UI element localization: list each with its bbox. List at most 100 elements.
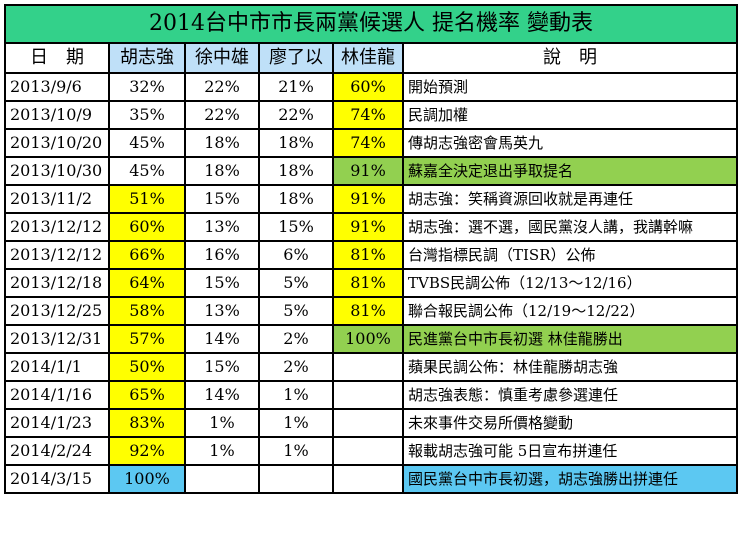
cell-note: 傳胡志強密會馬英九 — [401, 128, 739, 158]
cell-lin: 81% — [332, 268, 404, 298]
table-row: 2013/10/9 35% 22% 22% 74% 民調加權 — [4, 100, 739, 130]
cell-xu: 1% — [184, 436, 260, 466]
cell-liao: 18% — [258, 184, 334, 214]
cell-lin — [332, 464, 404, 494]
cell-hu: 57% — [108, 324, 186, 354]
cell-hu: 50% — [108, 352, 186, 382]
cell-xu: 16% — [184, 240, 260, 270]
cell-date: 2014/1/16 — [4, 380, 110, 410]
cell-note: 胡志強表態：慎重考慮參選連任 — [401, 380, 739, 410]
cell-date: 2014/3/15 — [4, 464, 110, 494]
cell-xu: 15% — [184, 352, 260, 382]
table-row: 2014/2/24 92% 1% 1% 報載胡志強可能 5日宣布拼連任 — [4, 436, 739, 466]
table-row: 2013/9/6 32% 22% 21% 60% 開始預測 — [4, 72, 739, 102]
cell-hu: 32% — [108, 72, 186, 102]
table-row: 2013/12/31 57% 14% 2% 100% 民進黨台中市長初選 林佳龍勝出 — [4, 324, 739, 354]
table-row: 2014/1/23 83% 1% 1% 未來事件交易所價格變動 — [4, 408, 739, 438]
cell-liao: 15% — [258, 212, 334, 242]
cell-note: 民調加權 — [401, 100, 739, 130]
cell-liao: 21% — [258, 72, 334, 102]
cell-date: 2013/12/18 — [4, 268, 110, 298]
cell-liao: 5% — [258, 268, 334, 298]
cell-hu: 64% — [108, 268, 186, 298]
cell-xu — [184, 464, 260, 494]
cell-date: 2013/10/20 — [4, 128, 110, 158]
header-hu: 胡志強 — [108, 42, 186, 74]
table-row: 2013/12/18 64% 15% 5% 81% TVBS民調公佈（12/13～12/1… — [4, 268, 739, 298]
cell-xu: 15% — [184, 184, 260, 214]
cell-date: 2013/12/25 — [4, 296, 110, 326]
cell-date: 2013/10/30 — [4, 156, 110, 186]
table-row: 2013/10/20 45% 18% 18% 74% 傳胡志強密會馬英九 — [4, 128, 739, 158]
cell-hu: 58% — [108, 296, 186, 326]
cell-date: 2013/9/6 — [4, 72, 110, 102]
cell-lin: 74% — [332, 100, 404, 130]
cell-note: 民進黨台中市長初選 林佳龍勝出 — [401, 324, 739, 354]
cell-liao: 6% — [258, 240, 334, 270]
table-row: 2013/12/12 60% 13% 15% 91% 胡志強：選不選，國民黨沒人講，我講幹… — [4, 212, 739, 242]
cell-hu: 51% — [108, 184, 186, 214]
cell-note: 未來事件交易所價格變動 — [401, 408, 739, 438]
table-row: 2014/1/16 65% 14% 1% 胡志強表態：慎重考慮參選連任 — [4, 380, 739, 410]
cell-lin — [332, 352, 404, 382]
cell-xu: 18% — [184, 156, 260, 186]
cell-hu: 65% — [108, 380, 186, 410]
cell-note: 開始預測 — [401, 72, 739, 102]
cell-hu: 66% — [108, 240, 186, 270]
cell-hu: 60% — [108, 212, 186, 242]
table-row: 2013/11/2 51% 15% 18% 91% 胡志強：笑稱資源回收就是再連任 — [4, 184, 739, 214]
header-date: 日 期 — [4, 42, 110, 74]
cell-xu: 13% — [184, 212, 260, 242]
cell-lin: 81% — [332, 296, 404, 326]
cell-date: 2013/11/2 — [4, 184, 110, 214]
cell-liao: 1% — [258, 436, 334, 466]
cell-note: 胡志強：選不選，國民黨沒人講，我講幹嘛 — [401, 212, 739, 242]
cell-liao: 2% — [258, 352, 334, 382]
cell-liao: 1% — [258, 380, 334, 410]
cell-lin: 91% — [332, 184, 404, 214]
header-note: 說 明 — [401, 42, 739, 74]
cell-xu: 14% — [184, 324, 260, 354]
cell-xu: 1% — [184, 408, 260, 438]
nomination-probability-table: 2014台中市市長兩黨候選人 提名機率 變動表 日 期 胡志強 徐中雄 廖了以 … — [3, 4, 739, 494]
table-row: 2014/1/1 50% 15% 2% 蘋果民調公佈：林佳龍勝胡志強 — [4, 352, 739, 382]
cell-date: 2014/1/23 — [4, 408, 110, 438]
cell-date: 2014/1/1 — [4, 352, 110, 382]
cell-note: 蘇嘉全決定退出爭取提名 — [401, 156, 739, 186]
table-row: 2013/10/30 45% 18% 18% 91% 蘇嘉全決定退出爭取提名 — [4, 156, 739, 186]
cell-date: 2014/2/24 — [4, 436, 110, 466]
header-xu: 徐中雄 — [184, 42, 260, 74]
cell-liao: 22% — [258, 100, 334, 130]
cell-liao: 2% — [258, 324, 334, 354]
cell-lin: 91% — [332, 156, 404, 186]
cell-liao: 18% — [258, 156, 334, 186]
cell-liao: 1% — [258, 408, 334, 438]
cell-hu: 45% — [108, 156, 186, 186]
cell-date: 2013/12/12 — [4, 240, 110, 270]
cell-xu: 22% — [184, 72, 260, 102]
table-row: 2013/12/12 66% 16% 6% 81% 台灣指標民調（TISR）公佈 — [4, 240, 739, 270]
cell-date: 2013/12/12 — [4, 212, 110, 242]
table-title: 2014台中市市長兩黨候選人 提名機率 變動表 — [3, 4, 739, 44]
cell-note: 胡志強：笑稱資源回收就是再連任 — [401, 184, 739, 214]
cell-xu: 14% — [184, 380, 260, 410]
cell-hu: 35% — [108, 100, 186, 130]
table-body: 2013/9/6 32% 22% 21% 60% 開始預測 2013/10/9 35% 22% 2… — [4, 72, 739, 494]
cell-lin: 81% — [332, 240, 404, 270]
cell-liao: 5% — [258, 296, 334, 326]
header-liao: 廖了以 — [258, 42, 334, 74]
cell-liao: 18% — [258, 128, 334, 158]
cell-lin — [332, 408, 404, 438]
cell-note: TVBS民調公佈（12/13～12/16） — [401, 268, 739, 298]
cell-xu: 13% — [184, 296, 260, 326]
cell-note: 國民黨台中市長初選，胡志強勝出拼連任 — [401, 464, 739, 494]
cell-hu: 100% — [108, 464, 186, 494]
cell-lin — [332, 380, 404, 410]
cell-hu: 92% — [108, 436, 186, 466]
cell-hu: 45% — [108, 128, 186, 158]
cell-date: 2013/12/31 — [4, 324, 110, 354]
cell-date: 2013/10/9 — [4, 100, 110, 130]
cell-lin — [332, 436, 404, 466]
table-row: 2014/3/15 100% 國民黨台中市長初選，胡志強勝出拼連任 — [4, 464, 739, 494]
cell-xu: 18% — [184, 128, 260, 158]
